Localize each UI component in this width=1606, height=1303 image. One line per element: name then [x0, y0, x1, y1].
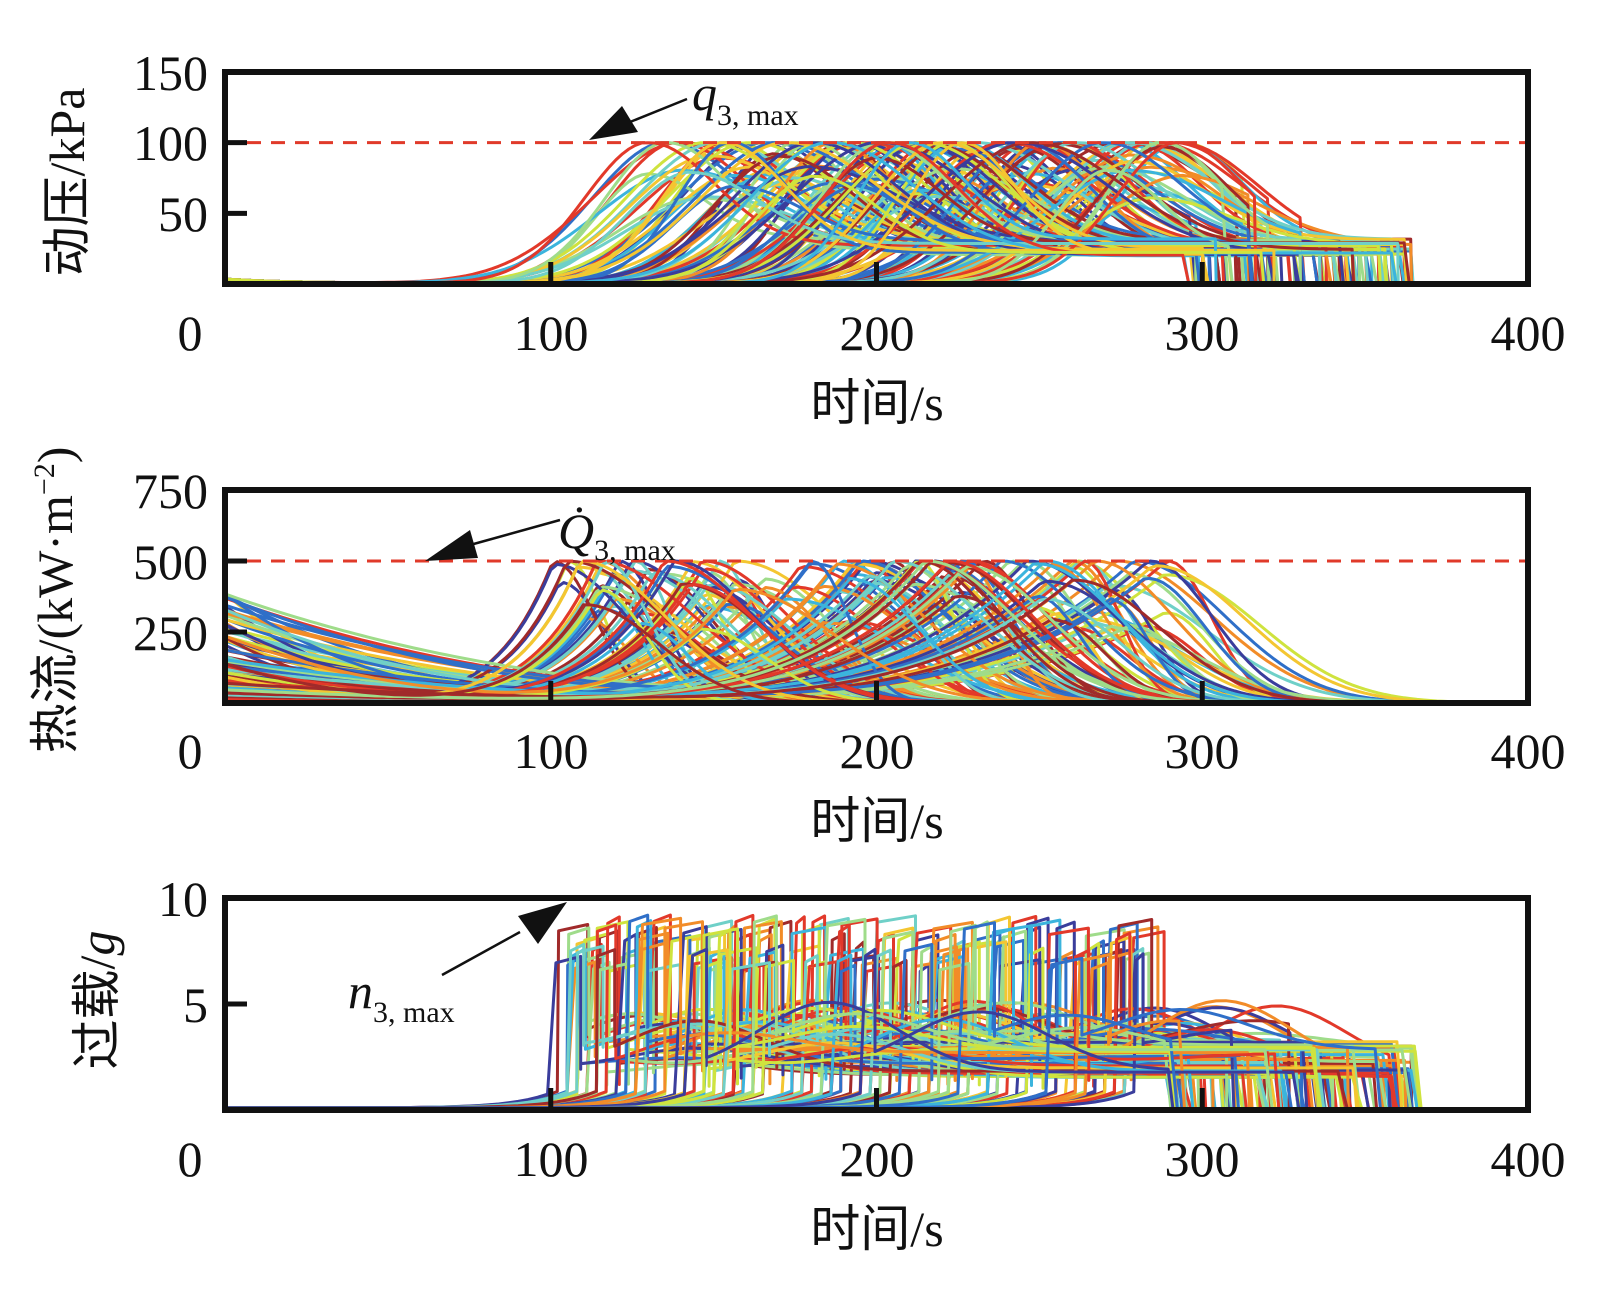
y-tick-label: 50 — [158, 186, 208, 242]
annotation-q-max: q3, max — [589, 65, 799, 140]
y-tick-labels: 150 100 50 — [133, 45, 208, 242]
trajectory-line — [225, 559, 955, 703]
trajectory-lines — [225, 141, 1427, 284]
x-tick-label: 0 — [178, 305, 203, 361]
x-tick-label: 200 — [840, 723, 915, 779]
plot-frame — [222, 895, 1531, 1113]
x-axis-label: 时间/s — [810, 793, 943, 849]
annotation-arrow-line — [469, 518, 561, 547]
annotation-label: q3, max — [692, 65, 799, 132]
trajectory-line — [225, 587, 1125, 703]
x-axis-label: 时间/s — [810, 1201, 943, 1257]
x-tick-label: 100 — [514, 723, 589, 779]
x-tick-label: 300 — [1165, 1131, 1240, 1187]
x-tick-label: 200 — [840, 305, 915, 361]
y-tick-label: 150 — [133, 45, 208, 101]
x-tick-labels: 0 100 200 300 400 — [178, 723, 1566, 779]
arrow-head-icon — [589, 106, 638, 140]
panel-dynamic-pressure: 150 100 50 0 100 200 300 400 时间/s 动压/kPa… — [39, 45, 1566, 431]
x-axis-label: 时间/s — [810, 375, 943, 431]
x-tick-label: 100 — [514, 305, 589, 361]
panel-overload: 10 5 0 100 200 300 400 时间/s 过载/g n3, max — [69, 871, 1566, 1257]
y-tick-label: 500 — [133, 534, 208, 590]
x-tick-label: 0 — [178, 1131, 203, 1187]
y-tick-label: 100 — [133, 115, 208, 171]
y-tick-label: 5 — [183, 977, 208, 1033]
annotation-n-max: n3, max — [348, 902, 567, 1029]
x-tick-label: 100 — [514, 1131, 589, 1187]
y-tick-labels: 10 5 — [158, 871, 208, 1033]
y-tick-label: 750 — [133, 463, 208, 519]
annotation-q-dot-max: Q̇3, max — [425, 503, 676, 567]
annotation-label: n3, max — [348, 963, 455, 1029]
x-tick-label: 400 — [1491, 723, 1566, 779]
x-tick-label: 400 — [1491, 305, 1566, 361]
trajectory-line — [225, 594, 1424, 703]
plot-frame — [222, 487, 1531, 706]
y-tick-label: 250 — [133, 605, 208, 661]
y-tick-label: 10 — [158, 871, 208, 927]
x-tick-label: 400 — [1491, 1131, 1566, 1187]
x-tick-label: 0 — [178, 723, 203, 779]
x-tick-label: 300 — [1165, 305, 1240, 361]
x-tick-label: 200 — [840, 1131, 915, 1187]
annotation-arrow-line — [441, 930, 521, 977]
y-tick-labels: 750 500 250 — [133, 463, 208, 661]
y-axis-label: 热流/(kW·m−2) — [27, 447, 83, 754]
annotation-arrow-line — [629, 97, 688, 124]
panel-heat-flux: 750 500 250 0 100 200 300 400 时间/s 热流/(k… — [27, 447, 1566, 849]
trajectory-line — [225, 574, 1255, 703]
y-axis-label: 动压/kPa — [39, 88, 95, 277]
arrow-head-icon — [425, 530, 478, 561]
y-axis-label: 过载/g — [69, 931, 125, 1070]
arrow-head-icon — [518, 902, 567, 944]
x-tick-labels: 0 100 200 300 400 — [178, 1131, 1566, 1187]
x-tick-labels: 0 100 200 300 400 — [178, 305, 1566, 361]
annotation-label: Q̇3, max — [558, 503, 676, 567]
x-tick-label: 300 — [1165, 723, 1240, 779]
plot-frame — [222, 69, 1531, 287]
